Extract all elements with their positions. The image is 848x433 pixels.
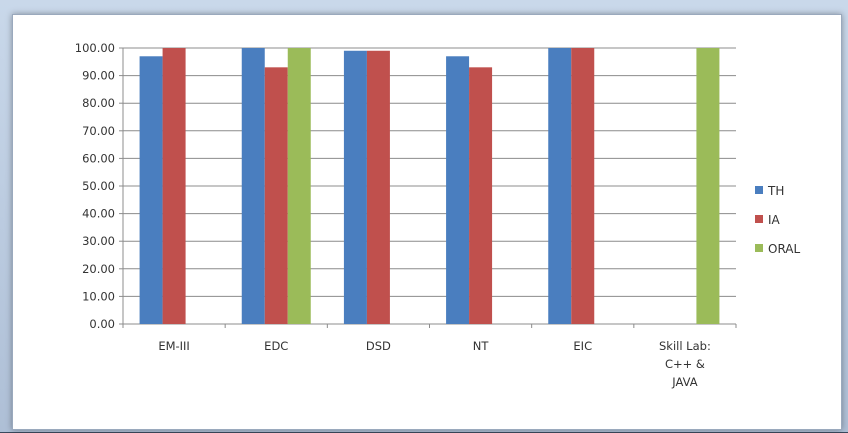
y-tick-label: 50.00 <box>82 179 115 193</box>
bar-chart: 0.00 10.00 20.00 30.00 40.00 50.00 60.00 70.00 8… <box>75 41 801 389</box>
bar-th-0 <box>139 56 163 324</box>
y-tick-label: 90.00 <box>82 69 115 83</box>
bar-ia-3 <box>469 67 493 324</box>
bar-ia-4 <box>571 48 595 324</box>
bar-oral-5 <box>696 48 720 324</box>
x-tick-label: Skill Lab: <box>659 339 711 353</box>
y-tick-label: 40.00 <box>82 207 115 221</box>
bar-th-1 <box>241 48 265 324</box>
bar-ia-1 <box>264 67 288 324</box>
x-tick-label: EDC <box>264 339 288 353</box>
bar-oral-1 <box>287 48 311 324</box>
y-tick-label: 0.00 <box>89 317 115 331</box>
legend-label-ia: IA <box>768 213 781 227</box>
bar-th-3 <box>446 56 470 324</box>
bar-th-4 <box>548 48 572 324</box>
x-tick-label: EM-III <box>158 339 190 353</box>
x-tick-label: DSD <box>366 339 391 353</box>
bar-ia-2 <box>366 50 390 324</box>
legend-swatch-ia <box>755 215 763 223</box>
y-tick-label: 20.00 <box>82 262 115 276</box>
bar-ia-0 <box>162 48 186 324</box>
bar-th-2 <box>343 50 367 324</box>
y-tick-label: 70.00 <box>82 124 115 138</box>
legend-swatch-th <box>755 186 763 194</box>
chart-panel: 0.00 10.00 20.00 30.00 40.00 50.00 60.00 70.00 8… <box>12 14 842 430</box>
y-tick-label: 100.00 <box>75 41 115 55</box>
legend-label-oral: ORAL <box>768 242 801 256</box>
legend-swatch-oral <box>755 244 763 252</box>
y-tick-label: 60.00 <box>82 151 115 165</box>
x-tick-label: JAVA <box>671 375 697 389</box>
legend-label-th: TH <box>767 184 784 198</box>
x-tick-label: C++ & <box>665 357 705 371</box>
x-tick-label: NT <box>473 339 490 353</box>
y-tick-label: 10.00 <box>82 289 115 303</box>
y-tick-label: 30.00 <box>82 234 115 248</box>
y-tick-label: 80.00 <box>82 96 115 110</box>
x-tick-label: EIC <box>573 339 592 353</box>
